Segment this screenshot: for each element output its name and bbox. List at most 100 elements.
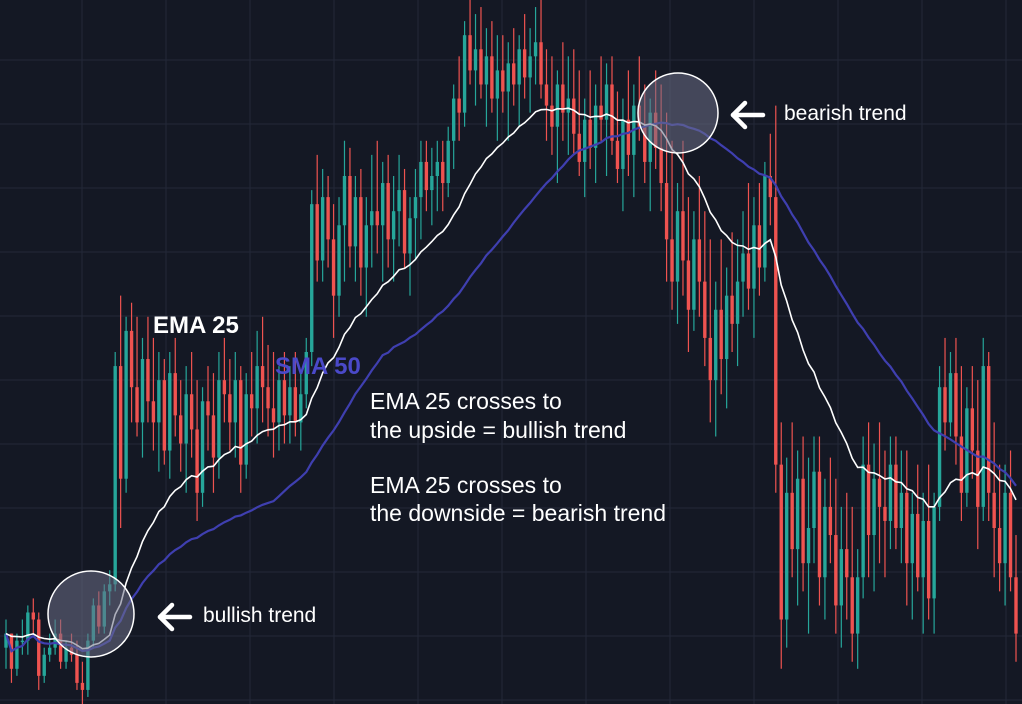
candle-body — [424, 161, 429, 191]
bullish-trend-label: bullish trend — [203, 604, 316, 627]
candle — [47, 633, 52, 662]
candle — [752, 197, 756, 338]
candle-body — [610, 84, 614, 141]
sma-50-line — [4, 121, 1017, 653]
candle — [522, 14, 527, 99]
candle-body — [883, 506, 887, 521]
candle — [244, 373, 248, 479]
candle — [200, 387, 205, 507]
ema-label: EMA 25 — [153, 312, 239, 339]
candle — [195, 380, 199, 521]
candle-body — [140, 359, 145, 423]
bearish-arrow-icon — [730, 100, 766, 130]
candle-body — [839, 549, 843, 606]
candle-body — [724, 295, 729, 360]
candle-body — [468, 35, 472, 71]
candle-body — [370, 211, 374, 226]
candle — [157, 352, 161, 472]
candle — [697, 176, 702, 317]
candle — [593, 84, 598, 184]
candle-body — [211, 415, 216, 458]
bearish-cross-circle — [637, 72, 719, 154]
candle-body — [866, 464, 871, 536]
candle — [703, 211, 707, 367]
candle-body — [828, 506, 833, 536]
candle — [632, 84, 636, 198]
candle-body — [86, 640, 90, 690]
candle — [140, 337, 145, 458]
candle-body — [124, 330, 128, 479]
candle — [386, 154, 390, 268]
candle — [916, 464, 920, 592]
candle — [495, 35, 500, 141]
candle — [719, 239, 723, 395]
candle-body — [58, 633, 63, 662]
candle — [528, 28, 532, 113]
candle-body — [402, 190, 407, 254]
candle — [1014, 535, 1018, 662]
candle — [823, 478, 827, 620]
candle — [413, 168, 418, 261]
candle — [217, 352, 221, 479]
candle — [189, 352, 194, 458]
candle-body — [817, 471, 822, 578]
candle — [173, 337, 177, 437]
candle-body — [997, 528, 1002, 564]
candle-body — [643, 126, 647, 162]
candle — [331, 204, 336, 338]
candle-body — [801, 478, 805, 564]
candle-body — [670, 239, 674, 282]
candle-body — [222, 380, 227, 395]
candle-body — [774, 197, 778, 465]
candle — [544, 49, 549, 141]
candle — [402, 168, 407, 268]
candle-body — [184, 394, 188, 444]
candle-body — [888, 464, 893, 521]
candle — [774, 105, 778, 493]
sma-label: SMA 50 — [275, 353, 361, 380]
candle-body — [905, 492, 909, 564]
candle — [735, 239, 740, 367]
candle-body — [200, 401, 205, 493]
candle-body — [168, 373, 172, 451]
candle — [441, 140, 445, 212]
candle-body — [1014, 577, 1018, 634]
candle-body — [528, 56, 532, 78]
candle-body — [408, 218, 412, 254]
candle-body — [588, 119, 592, 148]
candle — [866, 422, 871, 578]
candle-body — [681, 211, 685, 261]
candle-body — [348, 176, 352, 247]
candle — [457, 56, 461, 141]
candle-body — [779, 464, 783, 620]
candle — [129, 302, 134, 423]
candle-body — [877, 478, 882, 507]
candle-body — [604, 84, 609, 120]
candle — [206, 366, 210, 451]
candle — [146, 316, 150, 423]
candle — [670, 140, 674, 310]
candle-body — [926, 520, 931, 599]
candle — [37, 612, 41, 690]
candle-body — [522, 49, 527, 78]
candle-body — [31, 612, 35, 620]
candle-body — [353, 197, 358, 247]
candle — [113, 352, 117, 592]
candle — [610, 56, 614, 155]
candle — [151, 337, 156, 451]
candle — [910, 492, 914, 620]
candle — [391, 176, 396, 282]
candle — [42, 647, 46, 683]
candle-body — [539, 42, 543, 85]
candle-body — [855, 577, 860, 634]
candle-body — [785, 492, 789, 620]
candle-body — [577, 133, 581, 162]
candle — [353, 176, 358, 282]
candle-body — [299, 394, 303, 423]
candle — [970, 366, 975, 479]
candle — [26, 605, 30, 655]
candle — [872, 443, 876, 592]
candle-body — [583, 119, 587, 162]
candle — [304, 337, 308, 409]
candle-body — [566, 98, 571, 113]
